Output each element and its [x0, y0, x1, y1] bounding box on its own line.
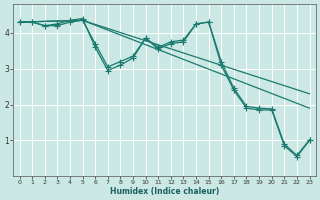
- X-axis label: Humidex (Indice chaleur): Humidex (Indice chaleur): [110, 187, 219, 196]
